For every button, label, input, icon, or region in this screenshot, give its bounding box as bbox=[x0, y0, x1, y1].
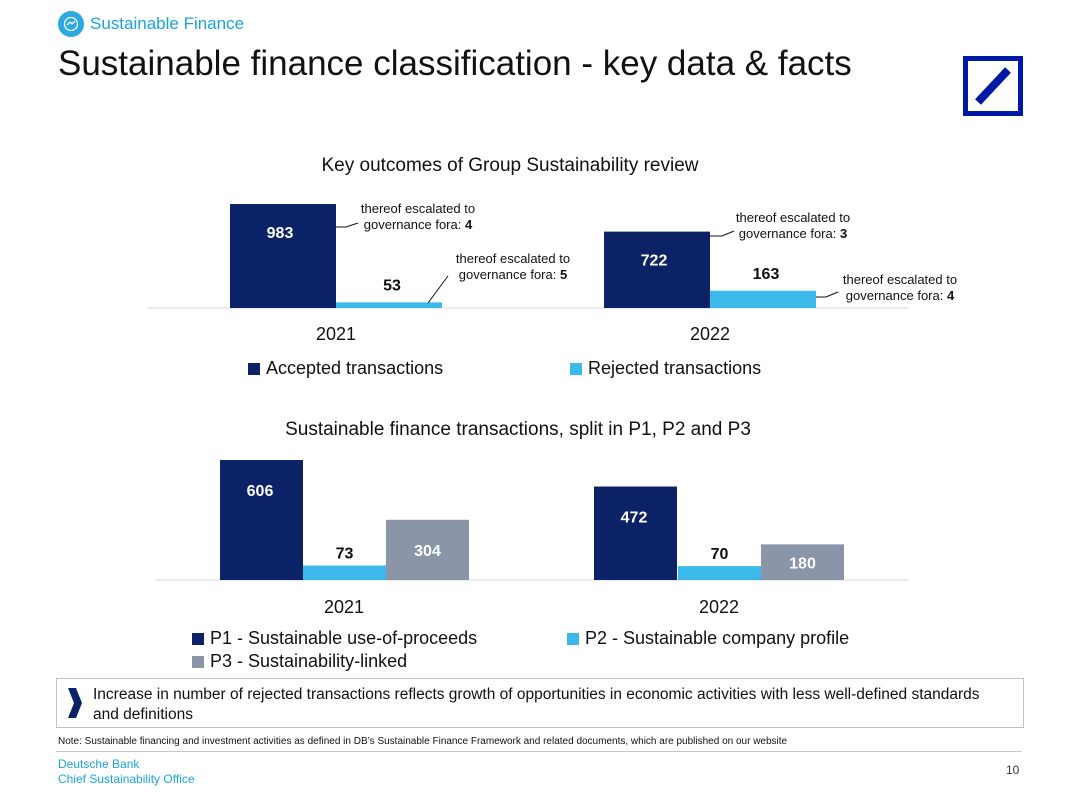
sustainability-icon bbox=[58, 11, 84, 37]
chart2-value-label-2022-p2: 70 bbox=[711, 546, 729, 563]
chart1-bar-2021-accepted bbox=[230, 204, 336, 308]
chart2-value-label-2022-p1: 472 bbox=[621, 510, 648, 527]
chart1-annotation-4-line2: governance fora: 4 bbox=[846, 288, 955, 303]
chart2-title: Sustainable finance transactions, split … bbox=[285, 419, 751, 440]
chart2-bar-2021-p2 bbox=[303, 565, 386, 580]
chart-transactions-split: Sustainable finance transactions, split … bbox=[156, 419, 908, 617]
chart-review-outcomes: Key outcomes of Group Sustainability rev… bbox=[148, 155, 957, 344]
chart2-bar-2021-p3 bbox=[386, 519, 469, 580]
legend-label-p3: P3 - Sustainability-linked bbox=[210, 651, 408, 671]
chart2-bar-2021-p1 bbox=[220, 460, 303, 580]
legend-rejected: Rejected transactions bbox=[570, 358, 761, 379]
chart1-annotation-2-line2: governance fora: 5 bbox=[459, 267, 567, 282]
chart1-annotation-2-line1: thereof escalated to bbox=[456, 251, 570, 266]
legend-label-p1: P1 - Sustainable use-of-proceeds bbox=[210, 628, 478, 648]
chart1-category-2021: 2021 bbox=[316, 324, 356, 344]
legend-p2: P2 - Sustainable company profile bbox=[567, 628, 849, 649]
legend-swatch-p1 bbox=[192, 632, 204, 645]
chart2-category-2022: 2022 bbox=[699, 597, 739, 617]
legend-p1: P1 - Sustainable use-of-proceeds bbox=[192, 628, 477, 649]
chart1-annotation-1-leader bbox=[336, 222, 359, 228]
section-tag-label: Sustainable Finance bbox=[90, 14, 245, 33]
chevron-right-icon bbox=[68, 688, 82, 718]
chart2-value-label-2022-p3: 180 bbox=[789, 555, 816, 572]
legend-label-accepted: Accepted transactions bbox=[266, 358, 444, 378]
chart2-category-2021: 2021 bbox=[324, 597, 364, 617]
chart1-bar-2022-accepted bbox=[604, 231, 710, 308]
legend-swatch-p2 bbox=[567, 632, 579, 645]
chart2-bar-2022-p3 bbox=[761, 544, 844, 580]
chart1-annotation-1-line2: governance fora: 4 bbox=[364, 217, 473, 232]
chart2-value-label-2021-p2: 73 bbox=[336, 546, 354, 563]
legend-swatch-rejected bbox=[570, 362, 582, 375]
deutsche-bank-logo bbox=[963, 56, 1023, 116]
chart2-bar-2022-p1 bbox=[594, 486, 677, 580]
chart1-annotation-4-leader bbox=[816, 291, 839, 298]
chart1-value-label-2021-accepted: 983 bbox=[267, 225, 294, 242]
chart1-bar-2021-rejected bbox=[336, 302, 442, 308]
chart1-bar-2022-rejected bbox=[710, 290, 816, 308]
chart1-title: Key outcomes of Group Sustainability rev… bbox=[321, 155, 698, 176]
chart2-value-label-2021-p1: 606 bbox=[247, 483, 274, 500]
footer-brand: Deutsche Bank Chief Sustainability Offic… bbox=[58, 757, 195, 787]
footnote: Note: Sustainable financing and investme… bbox=[58, 736, 788, 747]
chart1-annotation-2-leader bbox=[427, 275, 449, 304]
legend-accepted: Accepted transactions bbox=[248, 358, 443, 379]
chart1-value-label-2021-rejected: 53 bbox=[383, 277, 401, 294]
key-message-callout: Increase in number of rejected transacti… bbox=[56, 678, 1024, 728]
chart1-value-label-2022-rejected: 163 bbox=[753, 266, 780, 283]
chart1-category-2022: 2022 bbox=[690, 324, 730, 344]
footer-company: Deutsche Bank bbox=[58, 757, 140, 771]
key-message-text: Increase in number of rejected transacti… bbox=[93, 686, 980, 723]
legend-p3: P3 - Sustainability-linked bbox=[192, 651, 407, 672]
page-title: Sustainable finance classification - key… bbox=[58, 44, 852, 83]
legend-label-p2: P2 - Sustainable company profile bbox=[585, 628, 850, 648]
chart1-value-label-2022-accepted: 722 bbox=[641, 253, 668, 270]
page-number: 10 bbox=[1006, 763, 1020, 777]
footer-divider bbox=[56, 751, 1022, 752]
chart1-annotation-3-leader bbox=[710, 230, 735, 237]
legend-swatch-p3 bbox=[192, 655, 204, 668]
footer-office: Chief Sustainability Office bbox=[58, 772, 195, 786]
chart2-bar-2022-p2 bbox=[678, 566, 761, 580]
chart1-annotation-3-line1: thereof escalated to bbox=[736, 210, 850, 225]
chart2-value-label-2021-p3: 304 bbox=[414, 543, 441, 560]
section-tag: Sustainable Finance bbox=[58, 10, 244, 38]
legend-label-rejected: Rejected transactions bbox=[588, 358, 762, 378]
chart1-annotation-1-line1: thereof escalated to bbox=[361, 201, 475, 216]
chart1-annotation-3-line2: governance fora: 3 bbox=[739, 226, 847, 241]
chart1-annotation-4-line1: thereof escalated to bbox=[843, 272, 957, 287]
legend-swatch-accepted bbox=[248, 362, 260, 375]
